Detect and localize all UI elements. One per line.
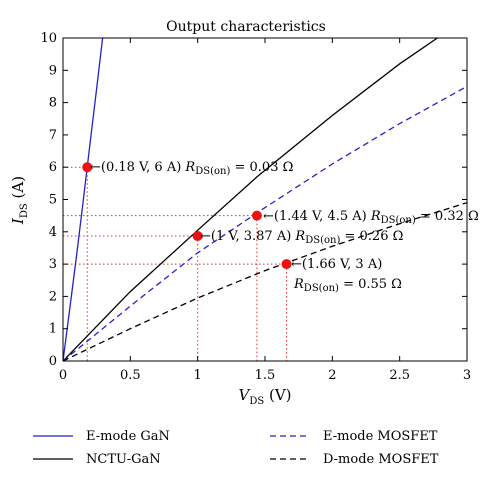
annotation-point-1: ←(0.18 V, 6 A) RDS(on) = 0.03 Ω xyxy=(90,160,293,177)
series-lines xyxy=(63,38,467,361)
legend-label: E-mode GaN xyxy=(86,429,170,444)
annotation-2-coords: ←(1.44 V, 4.5 A) xyxy=(263,209,371,224)
y-tick-label: 0 xyxy=(49,354,57,369)
y-tick-label: 1 xyxy=(49,322,57,337)
annotation-1-r: R xyxy=(184,160,195,175)
annotation-1-coords: ←(0.18 V, 6 A) xyxy=(90,160,185,175)
annotation-point-3: ←(1 V, 3.87 A) RDS(on) = 0.26 Ω xyxy=(200,229,403,246)
y-tick-labels: 0 1 2 3 4 5 6 7 8 9 10 xyxy=(40,31,57,369)
x-tick-label: 1.5 xyxy=(255,368,276,383)
operating-point-marker xyxy=(281,259,292,270)
y-tick-label: 10 xyxy=(40,31,57,46)
y-tick-label: 6 xyxy=(49,160,57,175)
annotations: ←(0.18 V, 6 A) RDS(on) = 0.03 Ω ←(1.44 V… xyxy=(90,160,479,294)
annotation-2-r: R xyxy=(370,209,381,224)
plot-area xyxy=(62,37,468,362)
operating-point-marker xyxy=(192,230,203,241)
y-tick-label: 8 xyxy=(49,96,57,111)
y-tick-label: 2 xyxy=(49,289,57,304)
x-tick-label: 2 xyxy=(328,368,336,383)
series-line-e-mode-gan xyxy=(63,38,104,361)
series-line-d-mode-mosfet xyxy=(63,202,467,361)
operating-points xyxy=(82,162,292,270)
y-tick-label: 4 xyxy=(49,225,57,240)
annotation-4-r-sub: DS(on) xyxy=(304,283,339,294)
x-tick-label: 2.5 xyxy=(389,368,410,383)
annotation-2-value: = 0.32 Ω xyxy=(416,209,479,224)
x-axis-label: VDS (V) xyxy=(238,386,291,407)
x-axis-label-subscript: DS xyxy=(249,396,264,407)
annotation-3-r: R xyxy=(294,229,305,244)
series-line-e-mode-mosfet xyxy=(63,85,467,361)
y-axis-label-subscript: DS xyxy=(19,203,30,218)
x-axis-label-main: V xyxy=(238,386,251,404)
plot-background xyxy=(63,38,467,361)
annotation-1-r-sub: DS(on) xyxy=(195,166,230,177)
legend: E-mode GaN NCTU-GaN E-mode MOSFET D-mode MO… xyxy=(33,429,439,467)
x-tick-label: 0 xyxy=(59,368,67,383)
operating-point-marker xyxy=(251,210,262,221)
y-axis-label-unit: (A) xyxy=(9,176,27,203)
y-tick-label: 7 xyxy=(49,128,57,143)
legend-label: E-mode MOSFET xyxy=(323,429,438,444)
annotation-point-4-resistance: RDS(on) = 0.55 Ω xyxy=(293,277,402,294)
y-axis-label-main: I xyxy=(9,217,27,225)
annotation-point-2: ←(1.44 V, 4.5 A) RDS(on) = 0.32 Ω xyxy=(263,209,479,226)
operating-point-marker xyxy=(82,162,93,173)
x-tick-label: 0.5 xyxy=(120,368,141,383)
annotation-3-coords: ←(1 V, 3.87 A) xyxy=(200,229,295,244)
series-line-nctu-gan xyxy=(63,38,438,361)
annotation-4-value: = 0.55 Ω xyxy=(339,277,402,292)
legend-label: D-mode MOSFET xyxy=(323,452,439,467)
annotation-3-r-sub: DS(on) xyxy=(305,235,340,246)
annotation-2-r-sub: DS(on) xyxy=(381,215,416,226)
x-axis-label-unit: (V) xyxy=(264,386,291,404)
legend-label: NCTU-GaN xyxy=(86,452,161,467)
y-axis-label: IDS (A) xyxy=(9,176,30,225)
x-tick-label: 3 xyxy=(463,368,471,383)
chart-title: Output characteristics xyxy=(166,19,326,35)
x-tick-labels: 0 0.5 1 1.5 2 2.5 3 xyxy=(59,368,471,383)
annotation-1-value: = 0.03 Ω xyxy=(230,160,293,175)
y-tick-label: 5 xyxy=(49,193,57,208)
guide-lines xyxy=(63,166,288,361)
y-tick-label: 3 xyxy=(49,257,57,272)
y-tick-label: 9 xyxy=(49,63,57,78)
axis-ticks xyxy=(62,37,468,362)
annotation-3-value: = 0.26 Ω xyxy=(340,229,403,244)
annotation-point-4-coords: ←(1.66 V, 3 A) xyxy=(291,257,382,272)
x-tick-label: 1 xyxy=(194,368,202,383)
annotation-4-r: R xyxy=(293,277,304,292)
